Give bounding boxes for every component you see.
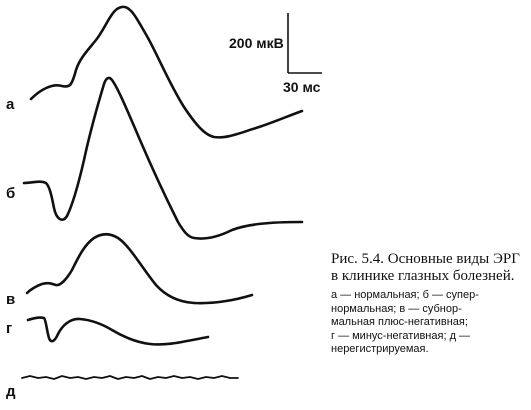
erg-trace-b [22,76,304,240]
erg-trace-v [25,232,254,305]
trace-label-g: г [6,320,13,337]
trace-label-a: а [6,96,15,113]
calibration-scale-bar [287,13,322,74]
figure-caption: Рис. 5.4. Основные виды ЭРГ в клинике гл… [331,251,525,357]
trace-label-b: б [6,185,16,202]
caption-title: Рис. 5.4. Основные виды ЭРГ в клинике гл… [331,251,520,284]
caption-legend: а — нормальная; б — супер- нормальная; в… [331,289,479,355]
amplitude-scale-label: 200 мкВ [229,35,284,51]
trace-label-d: д [6,383,16,400]
trace-label-v: в [6,291,16,308]
erg-trace-d [21,375,239,380]
time-scale-label: 30 мс [283,79,321,95]
erg-trace-a [29,5,304,139]
erg-trace-g [26,316,210,346]
